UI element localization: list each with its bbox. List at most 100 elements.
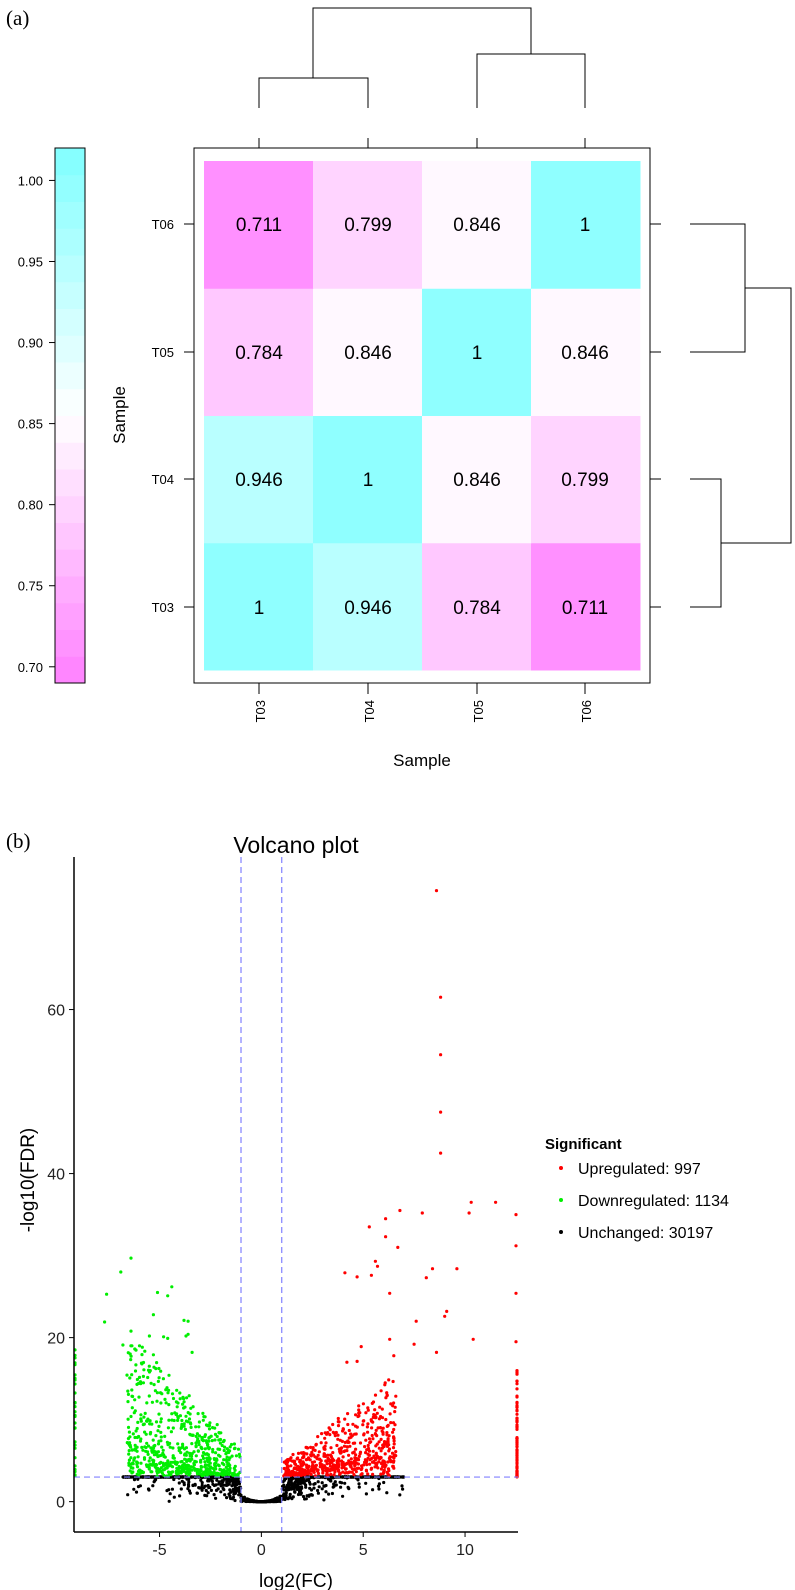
point-upregulated [373,1413,377,1417]
point-upregulated [306,1467,310,1471]
point-upregulated [328,1433,332,1437]
point-upregulated [361,1423,365,1427]
point-upregulated [515,1403,519,1408]
colorbar-band [55,629,85,657]
heatmap-axes: T03 T04 T05 T06 T03 T04 T05 T06 [152,138,661,722]
point-upregulated [336,1468,340,1472]
point-downregulated [146,1444,151,1448]
point-upregulated [294,1467,298,1471]
colorbar-tick-label: 0.80 [18,498,43,513]
point-upregulated [282,1460,286,1464]
point-upregulated [354,1432,358,1436]
point-unchanged [339,1475,343,1479]
point-unchanged [216,1487,220,1491]
point-downregulated [130,1388,134,1392]
point-upregulated [388,1337,392,1341]
point-unchanged [341,1494,345,1498]
point-downregulated [185,1459,189,1463]
point-upregulated [471,1337,475,1341]
heatmap-cell-label: 0.711 [236,215,282,236]
point-downregulated [146,1368,151,1372]
point-upregulated [515,1419,519,1423]
point-upregulated [375,1411,379,1415]
point-downregulated [211,1426,215,1430]
point-downregulated [201,1411,205,1415]
point-upregulated [515,1371,519,1375]
point-upregulated [355,1275,359,1279]
point-downregulated [200,1474,204,1478]
point-unchanged [231,1495,236,1499]
point-downregulated [189,1465,193,1469]
point-unchanged [294,1478,298,1482]
point-upregulated [439,995,443,999]
point-downregulated [135,1377,139,1382]
point-unchanged [172,1495,176,1499]
colorbar-band [55,201,85,229]
heatmap-cell [313,542,423,671]
point-downregulated [133,1435,137,1440]
colorbar-band [55,281,85,309]
point-unchanged [349,1475,353,1479]
point-downregulated [127,1449,131,1453]
point-unchanged [303,1497,307,1501]
heatmap-cell-label: 0.799 [344,215,392,236]
point-downregulated [148,1419,152,1423]
point-downregulated [129,1354,133,1358]
heatmap-cell [531,415,641,544]
point-upregulated [379,1426,383,1430]
point-downregulated [131,1470,135,1474]
volcano-title: Volcano plot [233,832,359,858]
point-upregulated [366,1408,370,1412]
point-upregulated [384,1417,388,1422]
point-downregulated [179,1446,184,1450]
point-upregulated [381,1426,385,1430]
point-downregulated [201,1454,205,1458]
point-upregulated [387,1469,391,1473]
point-downregulated [233,1464,237,1468]
colorbar-band [55,228,85,256]
point-upregulated [334,1430,338,1435]
point-unchanged [327,1492,331,1496]
point-downregulated [146,1417,150,1421]
point-downregulated [159,1466,163,1470]
heatmap-cell-label: 1 [363,470,374,491]
point-downregulated [142,1415,146,1419]
point-downregulated [222,1458,226,1462]
point-upregulated [387,1443,391,1447]
point-upregulated [359,1345,363,1349]
point-downregulated [196,1437,200,1441]
point-downregulated [134,1429,138,1433]
point-unchanged [204,1488,208,1493]
point-downregulated [126,1417,130,1421]
point-downregulated [152,1444,156,1448]
point-downregulated [121,1343,125,1347]
point-unchanged [356,1478,360,1482]
point-upregulated [394,1450,398,1454]
point-downregulated [161,1448,165,1452]
point-downregulated [130,1373,134,1377]
point-upregulated [515,1451,519,1455]
point-upregulated [378,1405,382,1409]
point-upregulated [309,1445,313,1449]
point-unchanged [296,1492,301,1497]
point-downregulated [154,1367,158,1371]
point-downregulated [142,1456,147,1460]
point-upregulated [353,1456,357,1460]
point-downregulated [159,1417,163,1421]
point-downregulated [178,1414,182,1418]
point-upregulated [331,1451,335,1455]
point-unchanged [357,1485,361,1489]
point-upregulated [337,1457,341,1461]
point-downregulated [126,1389,130,1393]
heatmap-cell [531,288,641,416]
point-upregulated [379,1414,383,1419]
point-upregulated [340,1459,344,1463]
point-downregulated [146,1452,150,1456]
point-unchanged [301,1481,305,1485]
heatmap-cell-label: 0.846 [344,343,392,364]
point-upregulated [369,1273,373,1277]
point-upregulated [469,1200,473,1204]
point-upregulated [391,1464,395,1468]
point-upregulated [328,1458,333,1462]
point-downregulated [209,1465,213,1469]
